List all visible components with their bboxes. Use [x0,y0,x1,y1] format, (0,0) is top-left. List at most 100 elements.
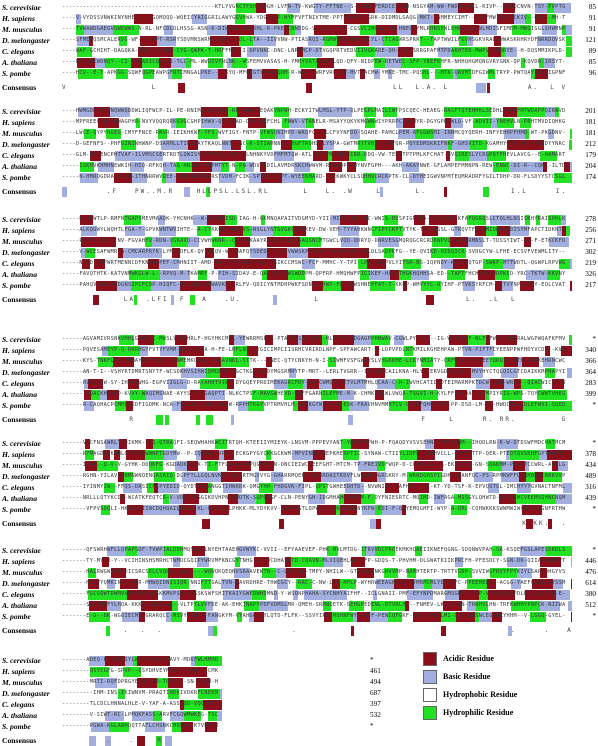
residue-count: * [592,505,596,513]
residue-block [181,722,193,732]
sequence-letters: ----GLM-HVFENCPHTVAF-ILVMSCSERTRDTLQWISY… [62,152,566,158]
residue-block [84,379,88,389]
residue-block [552,379,564,389]
residue-block [465,357,483,367]
residue-block [323,601,331,611]
residue-block [144,346,148,356]
residue-shading [62,460,572,471]
residue-shading [62,117,572,128]
residue-block [125,656,133,666]
residue-block [375,346,379,356]
residue-block [228,483,242,493]
residue-block [487,107,491,117]
residue-block [260,140,272,150]
consensus-sequence: R F L R. RR. G P [62,416,572,423]
residue-block [186,401,197,411]
residue-block [407,590,426,600]
residue-block [163,494,169,504]
residue-block [140,346,144,356]
residue-block [221,357,240,367]
residue-count: 439 [585,494,596,502]
residue-block [518,357,522,367]
residue-block [198,129,218,139]
residue-block [525,590,535,600]
sequence-letters: ----MPFREEG-HCFNWAGPHR-NVYVQQRQRKGVGCGHP… [62,119,566,125]
residue-block [445,215,457,225]
residue-block [306,118,314,128]
residue-block [252,259,261,269]
residue-block [286,568,306,578]
residue-block [172,401,181,411]
residue-block [176,118,186,128]
residue-block [249,173,261,183]
residue-block [154,335,165,345]
residue-block [278,69,289,79]
residue-block [107,390,119,400]
residue-block [206,601,213,611]
residue-block [293,401,298,411]
residue-block [520,118,531,128]
residue-block [254,612,264,622]
residue-block [126,401,133,411]
residue-count: 174 [585,173,596,181]
residue-block [85,439,90,449]
residue-block [214,47,223,57]
consensus-residue-block [231,415,234,425]
residue-block [162,590,180,600]
consensus-residue-block [93,295,99,305]
residue-block [170,711,184,721]
residue-block [451,505,467,515]
residue-block [148,151,163,161]
residue-block [98,357,113,367]
residue-block [291,557,310,567]
species-label: S. cerevisiae [2,335,41,344]
species-label: H. sapiens [2,226,35,235]
residue-block [265,494,272,504]
residue-block [546,546,563,556]
residue-block [244,36,253,46]
residue-block [222,140,231,150]
residue-block [158,483,179,493]
residue-block [236,226,243,236]
sequence-track: ------PQVESAMEYP-Q-RKRHGYFVTYFVMM-KPGKTL… [62,345,572,356]
residue-block [284,25,289,35]
residue-count: 85 [588,3,596,11]
sequence-track: -----N-HMRQGDRA-DGQR-ITHNRRWVDEE-NMMFNHF… [62,172,572,183]
residue-block [326,173,335,183]
residue-count: 316 [585,483,596,491]
species-label: S. cerevisiae [2,439,41,448]
residue-block [108,346,124,356]
residue-block [376,25,397,35]
residue-block [485,390,489,400]
residue-count: 512 [585,601,596,609]
residue-block [492,546,502,556]
residue-block [172,248,180,258]
residue-block [494,36,501,46]
residue-block [223,590,244,600]
residue-block [221,151,228,161]
consensus-residue-block [202,519,210,529]
sequence-letters: -----PYVYT-EPMC-NV-FGVAHYV-RDN-VGKAVQ-CC… [62,238,566,244]
residue-block [388,612,402,622]
residue-block [414,215,425,225]
residue-block [308,36,324,46]
residue-block [527,601,540,611]
residue-block [198,270,207,280]
residue-block [139,612,145,622]
residue-shading [62,589,572,600]
residue-block [460,25,479,35]
residue-block [308,461,313,471]
residue-block [259,461,274,471]
sequence-track: ----SFMEMQSMCALERVG-WF-T-PPPT-RSRYSDVMNS… [62,35,572,46]
residue-block [85,461,97,471]
residue-block [342,401,349,411]
species-label: D. melongaster [2,368,50,377]
sequence-letters: -------HCQVYQMKINLP-HWR-MHWQIDNISIQR-NNI… [62,580,566,586]
residue-block [533,140,544,150]
residue-block [141,601,155,611]
residue-block [292,450,313,460]
residue-block [363,357,369,367]
residue-block [141,248,162,258]
consensus-residue-block [165,736,172,746]
residue-block [122,612,134,622]
